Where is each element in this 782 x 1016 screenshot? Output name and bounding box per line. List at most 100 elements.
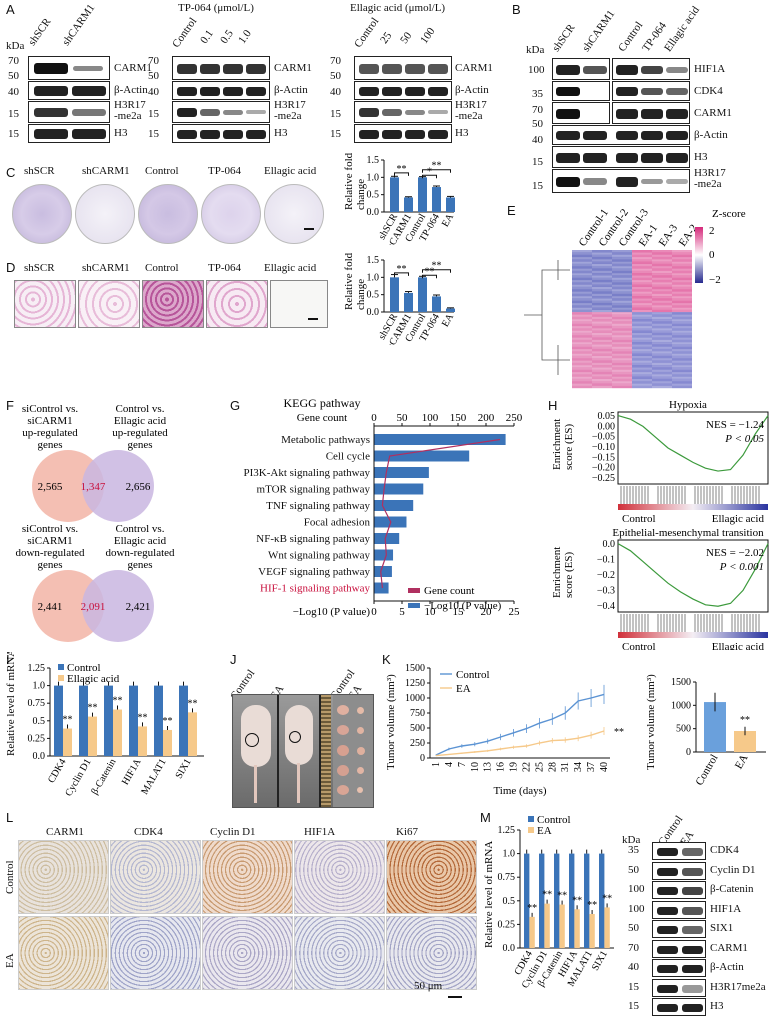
heatmap-cell xyxy=(652,330,672,333)
heatmap-cell xyxy=(612,275,632,278)
band xyxy=(657,945,678,954)
y-tick-label: 750 xyxy=(410,708,425,719)
heatmap-cell xyxy=(572,348,592,352)
heatmap-cell xyxy=(632,369,652,373)
legend-swatch xyxy=(528,827,534,833)
bar xyxy=(104,685,113,756)
band xyxy=(223,64,243,74)
heatmap-cell xyxy=(652,376,672,379)
blot-label: H3R17me2a xyxy=(710,980,766,993)
heatmap-cell xyxy=(672,259,692,262)
band xyxy=(556,109,580,119)
legend-swatch xyxy=(528,816,534,822)
bar xyxy=(734,731,756,752)
band xyxy=(641,88,663,95)
sig-label: ** xyxy=(188,698,198,709)
y-axis-label: Relative fold xyxy=(343,252,355,310)
bar xyxy=(163,729,172,756)
y-tick-label: 0 xyxy=(686,747,691,758)
legend-label: EA xyxy=(456,683,471,695)
sig-bracket xyxy=(394,172,409,176)
dish-label: Ellagic acid xyxy=(264,165,317,177)
sig-label: ** xyxy=(397,264,407,275)
heatmap-cell xyxy=(572,362,592,366)
heatmap-cell xyxy=(652,335,672,338)
bar-chart-m: Relative level of mRNA 0.0 0.25 0.5 0.75 1.0 1… xyxy=(483,814,614,990)
heatmap-cell xyxy=(612,378,632,382)
heatmap-cell xyxy=(652,365,672,368)
heatmap-cell xyxy=(572,383,592,386)
dish-label: TP-064 xyxy=(208,165,241,177)
heatmap-cell xyxy=(652,383,672,386)
band xyxy=(382,109,402,116)
bottom-tick-label: 5 xyxy=(399,606,405,618)
heatmap-cell xyxy=(672,302,692,306)
heatmap-cell xyxy=(612,284,632,287)
heatmap-cell xyxy=(592,378,612,382)
heatmap-cell xyxy=(652,284,672,287)
heatmap-cell xyxy=(572,314,592,317)
pathway-label: mTOR signaling pathway xyxy=(257,484,371,496)
heatmap-cell xyxy=(652,328,672,331)
blot-label: β-Actin xyxy=(114,84,148,96)
sig-label: ** xyxy=(587,900,597,911)
heatmap-cell xyxy=(672,339,692,343)
y-axis-label: Relative level of mRNA xyxy=(483,841,495,948)
heatmap-cell xyxy=(572,321,592,324)
heatmap-cell xyxy=(572,360,592,363)
bar xyxy=(374,582,389,594)
band xyxy=(657,984,678,993)
heatmap-cell xyxy=(572,374,592,377)
series-line xyxy=(435,730,605,757)
western-blot xyxy=(652,920,706,938)
band xyxy=(556,153,580,163)
heatmap-cell xyxy=(592,339,612,343)
bar xyxy=(374,533,400,544)
x-tick-label: 31 xyxy=(560,762,571,772)
mw-label: 15 xyxy=(532,156,543,168)
panel-label-F: F xyxy=(6,398,14,413)
heatmap-cell xyxy=(612,309,632,313)
bar xyxy=(374,549,394,561)
bar xyxy=(418,177,427,212)
x-tick-label: MALAT1 xyxy=(139,757,168,797)
plot-frame xyxy=(617,539,769,613)
bar xyxy=(604,907,610,948)
tumor xyxy=(337,745,349,756)
sig-label: ** xyxy=(113,696,123,707)
heatmap-cell xyxy=(612,305,632,308)
heatmap-cell xyxy=(672,266,692,269)
heatmap-cell xyxy=(592,346,612,350)
gsea-title: Epithelial-mesenchymal transition xyxy=(612,527,764,539)
mw-label: 35 xyxy=(532,88,543,100)
venn-title: Control vs. xyxy=(116,403,165,415)
heatmap-cell xyxy=(672,300,692,304)
heatmap-cell xyxy=(672,286,692,290)
band xyxy=(382,87,402,96)
heatmap-cell xyxy=(672,263,692,267)
band xyxy=(657,848,678,856)
mw-label: 40 xyxy=(532,134,543,146)
blot-label: β-Actin xyxy=(710,961,744,973)
heatmap-cell xyxy=(572,286,592,290)
venn-title: up-regulated xyxy=(112,427,168,439)
heatmap-cell xyxy=(572,385,592,389)
bar xyxy=(390,277,399,312)
heatmap-cell xyxy=(612,325,632,329)
panel-label-J: J xyxy=(230,652,237,667)
migration-field xyxy=(206,280,268,328)
ihc-column-label: HIF1A xyxy=(304,826,336,838)
heatmap-cell xyxy=(652,332,672,336)
heatmap-cell xyxy=(632,376,652,379)
bar xyxy=(79,685,88,756)
line-chart-k: Tumor volume (mm³) 0 250 500 750 1000 1250 1500… xyxy=(385,663,624,797)
band xyxy=(616,65,638,75)
heatmap-cell xyxy=(612,348,632,352)
heatmap-cell xyxy=(632,362,652,366)
western-blot xyxy=(612,81,690,101)
western-blot xyxy=(172,56,270,80)
heatmap-cell xyxy=(632,296,652,299)
heatmap-cell xyxy=(572,279,592,283)
heatmap-cell xyxy=(592,300,612,304)
